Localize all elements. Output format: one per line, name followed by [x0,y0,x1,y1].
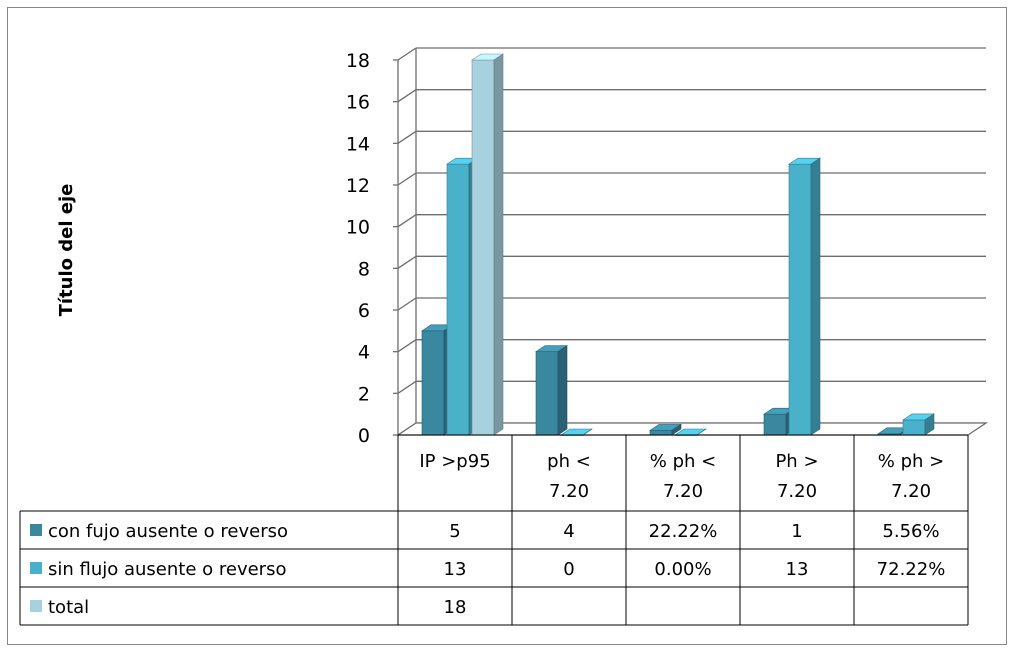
data-table-value: 0.00% [654,559,711,580]
data-table-value: 5.56% [882,521,939,542]
y-tick-label: 18 [346,50,370,72]
bar-side [696,428,707,436]
gridline-side [397,89,417,103]
legend-label: con fujo ausente o reverso [48,521,288,542]
y-tick-label: 4 [358,342,370,364]
y-tick-label: 10 [346,217,370,239]
category-label: 7.20 [777,481,817,502]
category-label: Ph > [775,451,818,472]
bar [788,163,812,436]
bar [535,351,559,436]
chart-frame [7,7,1007,645]
bar-side [493,53,504,436]
bar [902,419,926,436]
bar [446,163,470,436]
y-tick-label: 2 [358,383,370,405]
data-table-value: 72.22% [877,559,946,580]
gridline-side [397,255,417,269]
category-label: % ph > [878,451,944,472]
category-label: 7.20 [891,481,931,502]
legend-key [30,562,42,574]
data-table-value: 13 [786,559,809,580]
y-axis-title: Título del eje [56,184,77,317]
gridline-side [397,214,417,228]
y-tick-label: 8 [358,258,370,280]
legend-label: total [48,597,89,618]
legend-key [30,600,42,612]
data-table-value: 4 [563,521,574,542]
gridline-side [397,172,417,186]
y-tick-label: 6 [358,300,370,322]
gridline-side [397,47,417,61]
y-tick-label: 14 [346,133,370,155]
gridline-side [397,339,417,353]
data-table-value: 1 [791,521,802,542]
bar-side [582,428,593,436]
gridline-side [397,297,417,311]
data-table-value: 22.22% [649,521,718,542]
category-label: IP >p95 [419,451,490,472]
data-table-value: 5 [449,521,460,542]
gridline-side [397,380,417,394]
bar [421,330,445,436]
y-tick-label: 16 [346,92,370,114]
bar [763,413,787,436]
bar-side [557,345,568,436]
bar-side [810,157,821,436]
data-table-value: 0 [563,559,574,580]
bar-side [924,413,935,436]
y-tick-label: 12 [346,175,370,197]
category-label: % ph < [650,451,716,472]
category-label: ph < [547,451,591,472]
category-label: 7.20 [663,481,703,502]
y-tick-label: 0 [358,425,370,447]
legend-label: sin flujo ausente o reverso [48,559,286,580]
legend-key [30,524,42,536]
data-table-value: 13 [444,559,467,580]
bar [471,59,495,436]
data-table-value: 18 [444,597,467,618]
gridline-side [397,130,417,144]
bar [649,430,673,436]
category-label: 7.20 [549,481,589,502]
bar-side [671,423,682,436]
